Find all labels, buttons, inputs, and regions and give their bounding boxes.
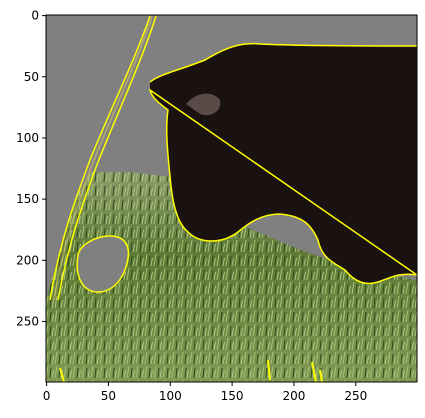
animal-outline <box>148 42 417 285</box>
ear-highlight <box>186 93 221 116</box>
y-tick-label: 0 <box>31 9 39 23</box>
y-tick-label: 50 <box>24 70 39 84</box>
x-axis: 0 50 100 150 200 250 <box>43 382 367 403</box>
x-tick-label: 50 <box>101 389 116 403</box>
x-tick-label: 0 <box>43 389 51 403</box>
y-axis: 0 50 100 150 200 250 <box>16 9 46 328</box>
mask-hole <box>76 235 130 293</box>
y-tick-label: 250 <box>16 314 39 328</box>
y-tick-label: 150 <box>16 192 39 206</box>
x-tick-label: 100 <box>159 389 182 403</box>
y-tick-label: 200 <box>16 253 39 267</box>
x-tick-label: 150 <box>221 389 244 403</box>
masked-photo <box>46 15 417 382</box>
x-tick-label: 200 <box>282 389 305 403</box>
grass-strand-outline <box>49 15 151 301</box>
x-tick-label: 250 <box>344 389 367 403</box>
axes-frame <box>45 14 418 383</box>
y-tick-label: 100 <box>16 131 39 145</box>
